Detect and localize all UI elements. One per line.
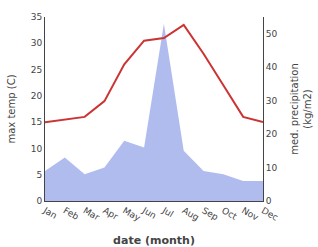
svg-text:Mar: Mar: [81, 205, 101, 222]
svg-text:Aug: Aug: [180, 205, 200, 222]
svg-text:max temp (C): max temp (C): [6, 74, 17, 143]
svg-text:20: 20: [266, 129, 278, 139]
svg-text:Dec: Dec: [260, 205, 280, 222]
svg-text:0: 0: [36, 196, 42, 206]
svg-text:40: 40: [266, 62, 278, 72]
svg-text:30: 30: [31, 38, 43, 48]
svg-text:Oct: Oct: [220, 205, 239, 222]
svg-text:10: 10: [31, 144, 43, 154]
svg-text:5: 5: [36, 170, 42, 180]
svg-text:Nov: Nov: [240, 205, 261, 223]
svg-text:May: May: [121, 205, 143, 223]
svg-text:15: 15: [31, 117, 42, 127]
svg-text:Feb: Feb: [62, 205, 81, 222]
svg-text:date (month): date (month): [113, 234, 195, 247]
svg-text:Jul: Jul: [160, 205, 175, 220]
svg-text:35: 35: [31, 12, 42, 22]
svg-text:25: 25: [31, 65, 42, 75]
svg-text:Sep: Sep: [200, 205, 220, 222]
svg-text:50: 50: [266, 29, 278, 39]
svg-text:10: 10: [266, 163, 278, 173]
svg-text:med. precipitation(kg/m2): med. precipitation(kg/m2): [289, 63, 313, 155]
svg-text:Jan: Jan: [41, 205, 59, 221]
svg-text:30: 30: [266, 96, 278, 106]
svg-text:Jun: Jun: [140, 205, 158, 221]
svg-text:Apr: Apr: [101, 205, 120, 222]
svg-text:20: 20: [31, 91, 43, 101]
svg-text:0: 0: [266, 196, 272, 206]
